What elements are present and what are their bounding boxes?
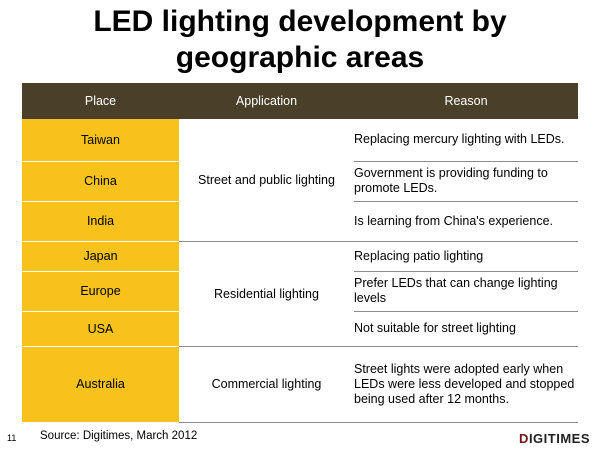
table-row: China Government is providing funding to… — [22, 161, 578, 202]
application-cell: Street and public lighting — [179, 119, 354, 242]
place-cell: Taiwan — [22, 119, 179, 162]
reason-cell: Replacing mercury lighting with LEDs. — [354, 119, 578, 162]
table-header-row: Place Application Reason — [22, 83, 578, 119]
table-row: Australia Commercial lighting Street lig… — [22, 346, 578, 423]
reason-cell: Street lights were adopted early when LE… — [354, 346, 578, 423]
table-row: USA Not suitable for street lighting — [22, 311, 578, 347]
logo-mark: D — [519, 431, 529, 446]
table-row: Taiwan Street and public lighting Replac… — [22, 119, 578, 242]
slide-number: 11 — [7, 433, 17, 443]
reason-cell: Is learning from China's experience. — [354, 201, 578, 242]
reason-cell: Prefer LEDs that can change lighting lev… — [354, 271, 578, 312]
title-line-1: LED lighting development by — [93, 5, 507, 38]
reason-cell: Government is providing funding to promo… — [354, 161, 578, 202]
title-line-2: geographic areas — [175, 41, 425, 74]
place-cell: Europe — [22, 271, 179, 312]
place-cell: USA — [22, 311, 179, 347]
table-row: Europe Prefer LEDs that can change light… — [22, 271, 578, 312]
place-cell: India — [22, 201, 179, 242]
header-reason: Reason — [354, 83, 578, 119]
table-row: India Is learning from China's experienc… — [22, 201, 578, 242]
slide-title: LED lighting development by geographic a… — [0, 4, 600, 76]
reason-cell: Not suitable for street lighting — [354, 311, 578, 347]
logo-text: IGITIMES — [528, 431, 590, 446]
reason-cell: Replacing patio lighting — [354, 241, 578, 272]
header-place: Place — [22, 83, 179, 119]
table-row: Japan Residential lighting Replacing pat… — [22, 241, 578, 347]
source-note: Source: Digitimes, March 2012 — [40, 430, 198, 442]
digitimes-logo: DIGITIMES — [519, 431, 590, 446]
application-cell: Commercial lighting — [179, 346, 354, 423]
place-cell: China — [22, 161, 179, 202]
header-application: Application — [179, 83, 354, 119]
place-cell: Australia — [22, 346, 179, 422]
lighting-table: Place Application Reason Taiwan Street a… — [22, 83, 578, 423]
place-cell: Japan — [22, 241, 179, 272]
application-cell: Residential lighting — [179, 241, 354, 347]
